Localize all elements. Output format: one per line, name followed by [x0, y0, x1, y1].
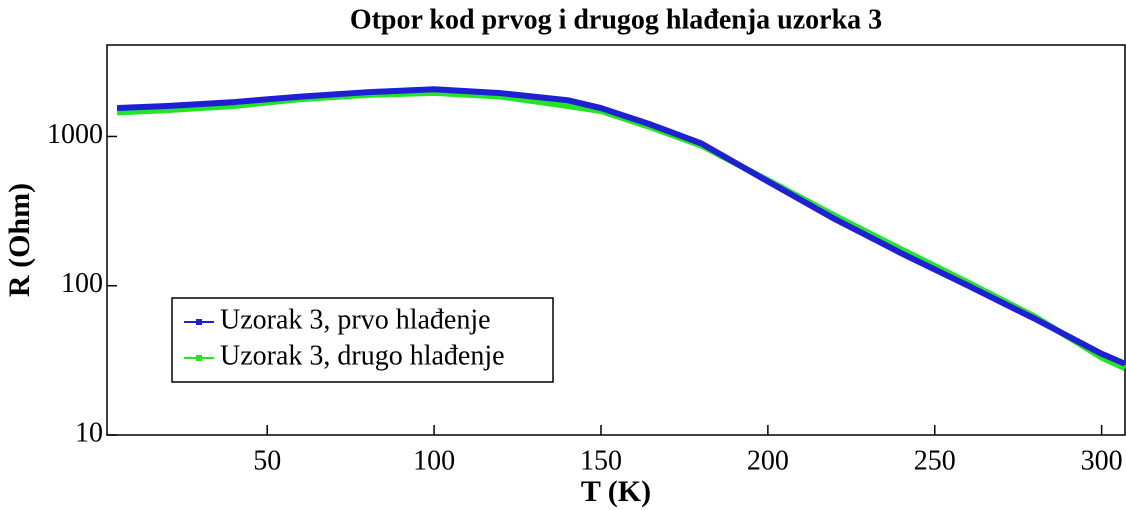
x-tick-label: 300 — [1081, 445, 1123, 476]
x-tick-label: 200 — [747, 445, 789, 476]
y-tick-label: 100 — [61, 268, 103, 299]
x-tick-label: 100 — [413, 445, 455, 476]
chart-title: Otpor kod prvog i drugog hlađenja uzorka… — [350, 4, 882, 35]
y-tick-label: 10 — [75, 417, 103, 448]
legend-box — [171, 297, 554, 383]
plot-frame — [106, 44, 1126, 436]
legend-marker — [196, 355, 202, 361]
legend-label: Uzorak 3, drugo hlađenje — [220, 340, 505, 371]
y-tick-label: 1000 — [47, 119, 103, 150]
x-tick-label: 150 — [580, 445, 622, 476]
y-axis-label: R (Ohm) — [3, 183, 36, 297]
x-tick-label: 250 — [914, 445, 956, 476]
series-line — [116, 86, 1126, 367]
x-axis-label: T (K) — [581, 475, 651, 508]
legend-label: Uzorak 3, prvo hlađenje — [220, 304, 491, 335]
legend-marker — [196, 319, 202, 325]
x-tick-label: 50 — [253, 445, 281, 476]
